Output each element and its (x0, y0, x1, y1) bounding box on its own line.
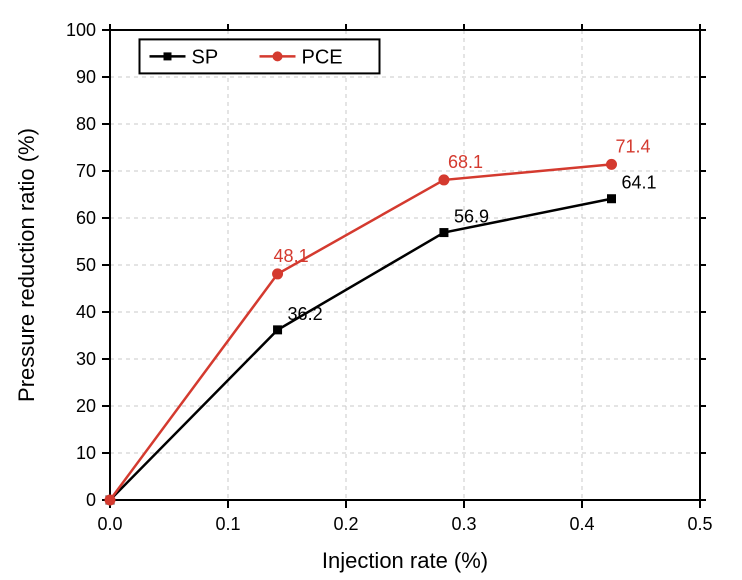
y-tick-label: 0 (86, 490, 96, 510)
y-tick-label: 90 (76, 67, 96, 87)
marker-sp (440, 229, 448, 237)
x-tick-label: 0.2 (333, 514, 358, 534)
marker-sp (274, 326, 282, 334)
y-tick-label: 40 (76, 302, 96, 322)
x-tick-label: 0.0 (97, 514, 122, 534)
y-tick-label: 60 (76, 208, 96, 228)
marker-pce (439, 175, 449, 185)
marker-pce (607, 159, 617, 169)
y-axis-title: Pressure reduction ratio (%) (14, 128, 39, 402)
y-tick-label: 70 (76, 161, 96, 181)
marker-pce (105, 495, 115, 505)
x-axis-title: Injection rate (%) (322, 548, 488, 573)
y-tick-label: 20 (76, 396, 96, 416)
point-label: 68.1 (448, 152, 483, 172)
point-label: 64.1 (622, 173, 657, 193)
x-tick-label: 0.1 (215, 514, 240, 534)
chart-background (0, 0, 742, 580)
y-tick-label: 80 (76, 114, 96, 134)
point-label: 56.9 (454, 207, 489, 227)
point-label: 48.1 (274, 246, 309, 266)
y-tick-label: 10 (76, 443, 96, 463)
y-tick-label: 100 (66, 20, 96, 40)
y-tick-label: 30 (76, 349, 96, 369)
marker-sp (608, 195, 616, 203)
x-tick-label: 0.4 (569, 514, 594, 534)
chart-container: 0.0 0.1 0.2 0.3 0.4 0.5 0 10 20 30 40 50 60 70 80 90 100… (0, 0, 742, 580)
legend-marker (273, 51, 283, 61)
point-label: 71.4 (616, 136, 651, 156)
y-tick-label: 50 (76, 255, 96, 275)
legend-label: PCE (302, 46, 343, 68)
legend-marker (164, 52, 172, 60)
point-label: 36.2 (288, 304, 323, 324)
marker-pce (273, 269, 283, 279)
pressure-chart: 0.0 0.1 0.2 0.3 0.4 0.5 0 10 20 30 40 50 60 70 80 90 100… (0, 0, 742, 580)
x-tick-label: 0.5 (687, 514, 712, 534)
legend-label: SP (192, 46, 219, 68)
x-tick-label: 0.3 (451, 514, 476, 534)
